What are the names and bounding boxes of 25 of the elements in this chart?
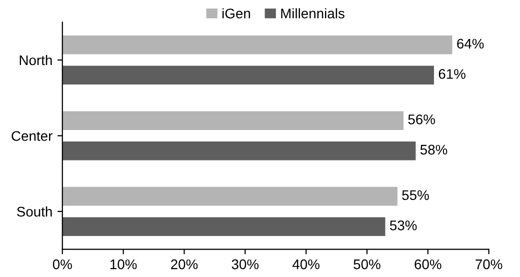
y-tick-label: South bbox=[17, 206, 52, 217]
data-label: 61% bbox=[438, 69, 466, 79]
x-tick-label: 50% bbox=[354, 259, 380, 270]
data-label: 55% bbox=[402, 190, 429, 200]
bar bbox=[62, 141, 416, 160]
legend-label: Millennials bbox=[281, 8, 344, 18]
x-tick-label: 40% bbox=[292, 259, 320, 270]
x-tick-label: 20% bbox=[171, 259, 198, 270]
x-tick-label: 70% bbox=[476, 259, 502, 270]
data-label: 58% bbox=[420, 144, 448, 155]
bar bbox=[62, 111, 404, 130]
y-tick-label: North bbox=[20, 54, 52, 66]
bar bbox=[62, 35, 452, 54]
bar bbox=[62, 217, 386, 236]
data-label: 64% bbox=[457, 38, 484, 49]
x-tick-label: 0% bbox=[52, 259, 72, 270]
y-tick-label: Center bbox=[12, 131, 52, 141]
x-tick-label: 10% bbox=[110, 259, 137, 270]
data-label: 56% bbox=[408, 114, 435, 124]
x-tick-label: 30% bbox=[232, 259, 259, 270]
x-tick-label: 60% bbox=[414, 259, 442, 270]
data-label: 53% bbox=[390, 220, 417, 230]
bar bbox=[62, 66, 434, 85]
bar bbox=[62, 186, 398, 206]
legend-label: iGen bbox=[222, 8, 250, 18]
